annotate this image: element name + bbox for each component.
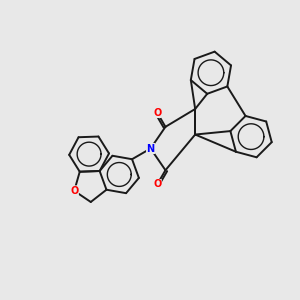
Text: O: O [153, 179, 161, 190]
Text: O: O [70, 186, 78, 196]
Text: O: O [153, 108, 161, 118]
Text: N: N [146, 143, 155, 154]
